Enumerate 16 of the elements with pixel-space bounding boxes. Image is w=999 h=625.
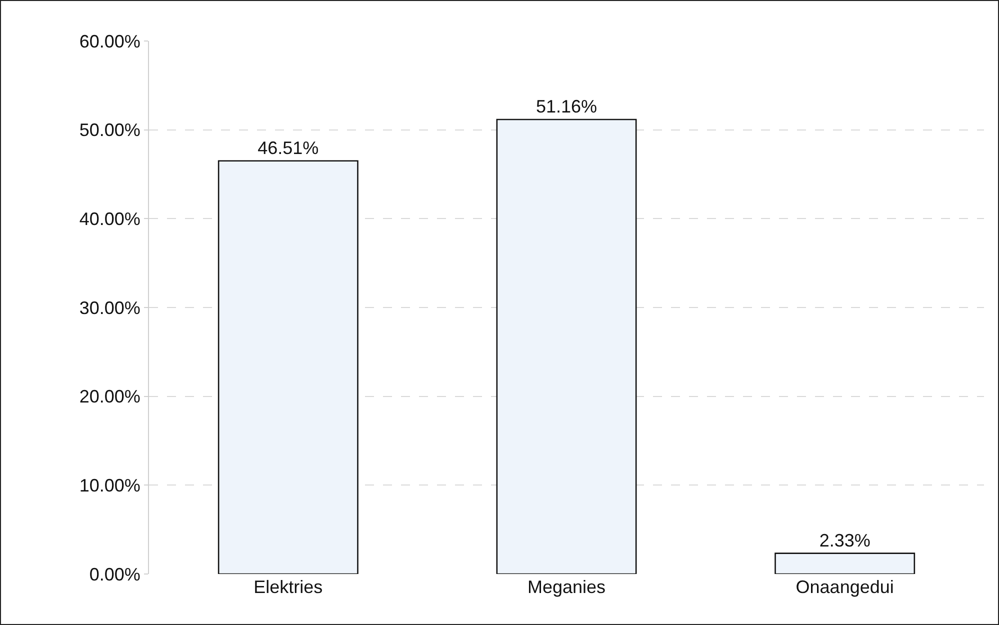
- y-tick-label: 30.00%: [79, 298, 140, 318]
- bar: [774, 552, 916, 574]
- data-label: 51.16%: [536, 96, 598, 117]
- x-tick-label: Meganies: [527, 577, 606, 597]
- y-tick-label: 10.00%: [79, 475, 140, 496]
- y-tick-label: 0.00%: [89, 564, 140, 584]
- x-tick-label: Onaangedui: [796, 577, 894, 597]
- data-label: 2.33%: [819, 530, 870, 550]
- y-tick-label: 20.00%: [79, 386, 140, 407]
- y-tick-label: 50.00%: [79, 120, 140, 140]
- y-tick-label: 40.00%: [79, 208, 140, 229]
- y-tick-label: 60.00%: [79, 31, 140, 52]
- x-tick-label: Elektries: [254, 577, 323, 597]
- bar: [496, 118, 637, 574]
- bar: [218, 160, 358, 574]
- data-label: 46.51%: [258, 138, 319, 158]
